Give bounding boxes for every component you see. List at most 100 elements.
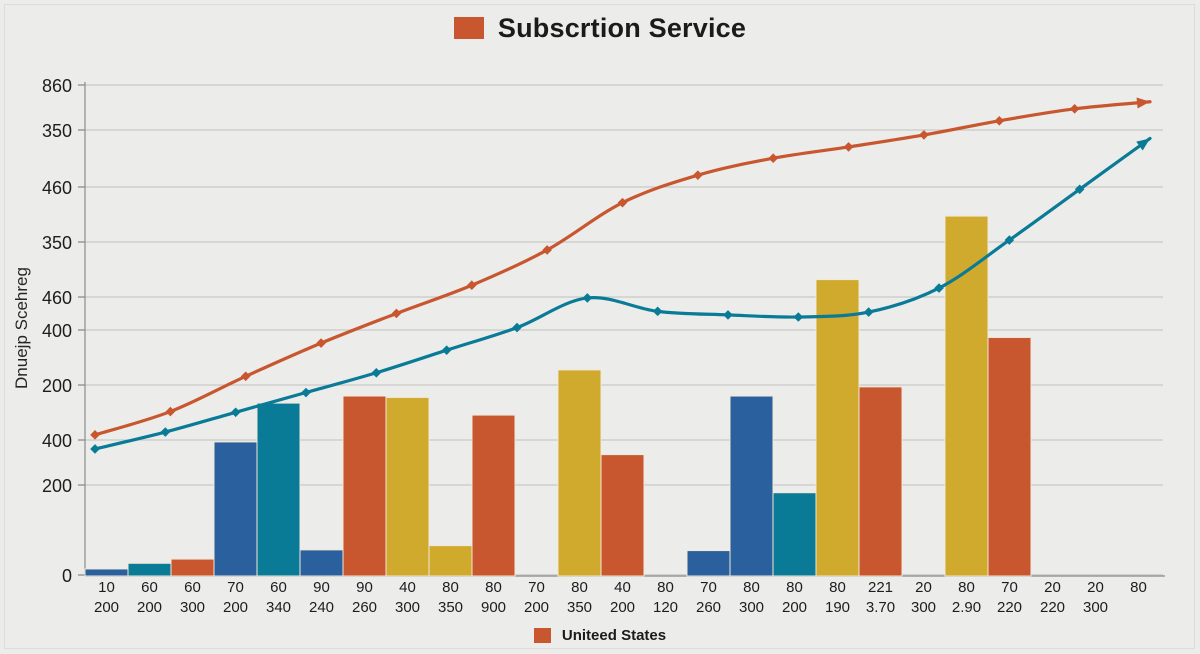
x-axis-tick-label-top: 80 [1130,579,1147,596]
y-axis-tick-label: 200 [42,376,72,396]
line-marker [617,197,628,208]
x-axis-tick-label-bottom: 240 [309,599,334,616]
line-marker [723,310,733,320]
line-marker [994,116,1005,126]
line-marker [466,280,477,291]
x-axis-tick-label-top: 80 [743,579,760,596]
line-arrowhead [1136,97,1150,109]
line-marker [1074,184,1085,195]
x-axis-tick-label-top: 70 [700,579,717,596]
x-axis-tick-label-bottom: 350 [567,599,592,616]
bar [686,550,731,577]
y-axis-tick-label: 460 [42,288,72,308]
y-axis-tick-label: 860 [42,76,72,96]
line-marker [1004,235,1015,245]
bar [987,336,1032,577]
line-series-teal-line [93,136,1152,451]
bars-group [84,215,1032,577]
y-axis-tick-label: 460 [42,178,72,198]
x-axis-tick-label-bottom: 300 [395,599,420,616]
x-axis-tick-label-top: 60 [270,579,287,596]
x-axis-tick-label-bottom: 3.70 [866,599,895,616]
x-axis-tick-label-bottom: 300 [180,599,205,616]
line-marker [90,444,100,454]
line-marker [240,371,251,382]
bar [815,279,860,577]
x-axis-tick-label-bottom: 200 [137,599,162,616]
x-axis-ticks-row2: 200 200 300 200 340 240 260 300 350 900 200 350 200 1… [94,599,1108,616]
line-marker [391,308,402,319]
x-axis-tick-label-top: 80 [485,579,502,596]
x-axis-tick-label-top: 80 [786,579,803,596]
x-axis-tick-label-bottom: 220 [1040,599,1065,616]
bar [127,562,172,577]
y-axis-tick-label: 350 [42,233,72,253]
line-marker [863,307,874,317]
x-axis-tick-label-top: 90 [313,579,330,596]
title-legend-swatch [453,17,484,39]
bar [772,492,817,577]
x-axis-tick-label-bottom: 220 [997,599,1022,616]
bar [600,454,645,577]
line-marker [301,387,311,398]
line-marker [165,406,176,417]
line-series-orange-line [93,100,1152,437]
line-marker [843,142,854,152]
bar [256,402,301,577]
bottom-legend-swatch [533,627,551,643]
bar [385,396,430,577]
x-axis-tick-label-bottom: 300 [739,599,764,616]
x-axis-tick-label-top: 20 [1087,579,1104,596]
x-axis-tick-label-bottom: 900 [481,599,506,616]
chart-title-legend: Subscrtion Service [0,8,1200,48]
x-axis-tick-label-top: 80 [571,579,588,596]
line-arrowhead [1136,138,1150,151]
x-axis-tick-label-bottom: 120 [653,599,678,616]
y-axis-ticks: 860 350 460 350 460 400 200 400 200 0 [42,76,85,586]
line-marker [934,283,944,293]
y-axis-tick-label: 400 [42,321,72,341]
bottom-legend-label: Uniteed States [561,626,667,644]
x-axis-tick-label-bottom: 200 [524,599,549,616]
x-axis-tick-label-top: 20 [1044,579,1061,596]
bar [213,441,258,577]
line-marker [582,293,593,303]
bar [299,549,344,577]
x-axis-tick-label-top: 221 [868,579,893,596]
x-axis-tick-label-top: 60 [141,579,158,596]
x-axis-tick-label-bottom: 340 [266,599,291,616]
bar [170,558,215,577]
bar [84,568,129,577]
line-marker [693,170,703,180]
bar [557,369,602,577]
line-marker [652,306,663,317]
line-marker [768,153,779,164]
x-axis-tick-label-top: 20 [915,579,932,596]
y-axis-tick-label: 400 [42,431,72,451]
bar [428,545,473,577]
x-axis-tick-label-top: 70 [227,579,244,596]
line-marker [1069,104,1080,114]
x-axis-ticks-row1: 10 60 60 70 60 90 90 40 80 80 70 80 40 80 70 80 80 80 221 2… [98,579,1147,596]
bar [729,395,774,577]
x-axis-tick-label-bottom: 260 [352,599,377,616]
x-axis-tick-label-bottom: 2.90 [952,599,981,616]
x-axis-tick-label-top: 80 [958,579,975,596]
line-marker [160,427,171,437]
line-marker [90,430,100,440]
x-axis-tick-label-bottom: 350 [438,599,463,616]
y-axis-tick-label: 350 [42,121,72,141]
x-axis-tick-label-bottom: 300 [911,599,936,616]
x-axis-tick-label-bottom: 300 [1083,599,1108,616]
x-axis-tick-label-top: 80 [657,579,674,596]
x-axis-tick-label-bottom: 190 [825,599,850,616]
bar [858,386,903,577]
y-axis-tick-label: 200 [42,476,72,496]
x-axis-tick-label-top: 60 [184,579,201,596]
x-axis-tick-label-top: 80 [829,579,846,596]
line-marker [316,338,326,348]
x-axis-tick-label-top: 90 [356,579,373,596]
line-marker [793,312,804,322]
